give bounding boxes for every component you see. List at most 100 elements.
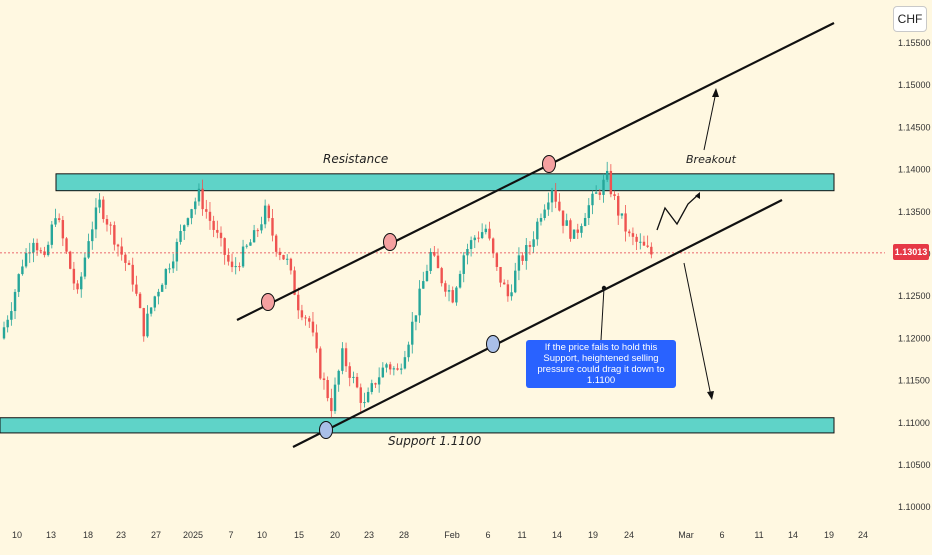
candle-body <box>425 270 429 282</box>
candle-body <box>113 225 116 245</box>
y-tick-label: 1.12500 <box>898 291 931 301</box>
candle-body <box>149 307 153 314</box>
candle-body <box>197 188 201 202</box>
x-tick-label: Feb <box>444 530 460 540</box>
candle-body <box>102 199 105 220</box>
candle-body <box>201 188 204 210</box>
candle-body <box>635 236 638 242</box>
candle-body <box>440 268 443 284</box>
x-tick-label: 11 <box>754 530 763 540</box>
candle-body <box>628 231 631 234</box>
candle-body <box>168 268 171 270</box>
x-tick-label: 20 <box>330 530 340 540</box>
candle-body <box>580 226 583 233</box>
candle-body <box>503 282 506 285</box>
breakout-arrow <box>703 91 717 151</box>
candle-body <box>554 190 557 202</box>
candle-body <box>359 387 362 403</box>
candle-body <box>411 321 414 345</box>
candle-body <box>120 246 123 255</box>
y-tick-label: 1.11000 <box>898 418 930 428</box>
candle-body <box>300 310 304 318</box>
candle-body <box>550 190 554 203</box>
y-tick-label: 1.10500 <box>898 460 931 470</box>
candle-body <box>403 357 407 369</box>
candle-body <box>396 368 399 370</box>
candle-body <box>385 364 388 368</box>
x-tick-label: 27 <box>151 530 161 540</box>
candle-body <box>639 241 642 243</box>
support-zone <box>0 417 835 434</box>
candle-body <box>153 296 156 308</box>
x-tick-label: 2025 <box>183 530 203 540</box>
candle-body <box>91 229 94 242</box>
candle-body <box>175 241 179 262</box>
candle-body <box>583 217 587 227</box>
x-tick-label: 24 <box>624 530 634 540</box>
candle-body <box>319 348 322 379</box>
candle-body <box>444 283 447 292</box>
candle-body <box>227 254 230 262</box>
candle-body <box>473 237 476 241</box>
x-tick-label: 7 <box>228 530 233 540</box>
x-tick-label: Mar <box>678 530 694 540</box>
candle-body <box>223 238 226 255</box>
candle-body <box>355 376 359 388</box>
candle-body <box>116 244 120 247</box>
candle-body <box>620 213 624 216</box>
candle-body <box>499 266 502 283</box>
candle-body <box>547 202 550 210</box>
candle-body <box>142 308 145 337</box>
candle-body <box>642 241 646 246</box>
candle-body <box>245 245 248 247</box>
down-arrowhead <box>707 391 714 400</box>
candle-body <box>565 220 568 226</box>
candle-body <box>609 170 613 195</box>
x-tick-label: 23 <box>364 530 374 540</box>
candle-body <box>605 170 609 180</box>
candle-body <box>602 179 605 195</box>
candle-body <box>234 266 237 268</box>
candle-body <box>484 228 488 233</box>
candle-body <box>617 196 620 216</box>
candle-body <box>506 284 510 297</box>
candle-body <box>543 209 546 219</box>
candle-body <box>2 327 6 339</box>
candle-body <box>414 315 418 322</box>
candle-body <box>594 192 598 194</box>
candle-body <box>24 253 28 267</box>
candle-body <box>282 254 285 260</box>
candle-body <box>179 231 182 242</box>
candle-body <box>50 224 54 245</box>
candle-body <box>69 251 72 269</box>
candle-body <box>146 313 149 337</box>
candle-body <box>613 194 616 197</box>
currency-badge[interactable]: CHF <box>893 6 927 32</box>
x-tick-label: 11 <box>517 530 526 540</box>
candle-body <box>308 318 311 322</box>
candle-body <box>477 237 480 239</box>
candle-body <box>289 258 293 271</box>
candle-body <box>458 273 462 288</box>
candle-body <box>561 210 565 226</box>
candle-body <box>65 238 68 252</box>
candle-body <box>241 246 245 267</box>
candle-body <box>138 293 142 309</box>
candle-body <box>212 220 215 230</box>
candle-body <box>54 218 57 225</box>
candle-body <box>624 213 627 232</box>
candle-body <box>238 266 241 268</box>
candle-body <box>480 232 484 239</box>
candle-body <box>381 367 385 378</box>
candle-body <box>127 262 131 265</box>
candle-body <box>13 291 17 312</box>
candle-body <box>278 251 282 255</box>
candle-body <box>293 270 296 295</box>
resistance-zone <box>55 173 835 192</box>
touch-point-marker <box>486 335 500 353</box>
candle-body <box>286 258 289 260</box>
touch-point-marker <box>542 155 556 173</box>
resistance-label: Resistance <box>323 152 389 166</box>
